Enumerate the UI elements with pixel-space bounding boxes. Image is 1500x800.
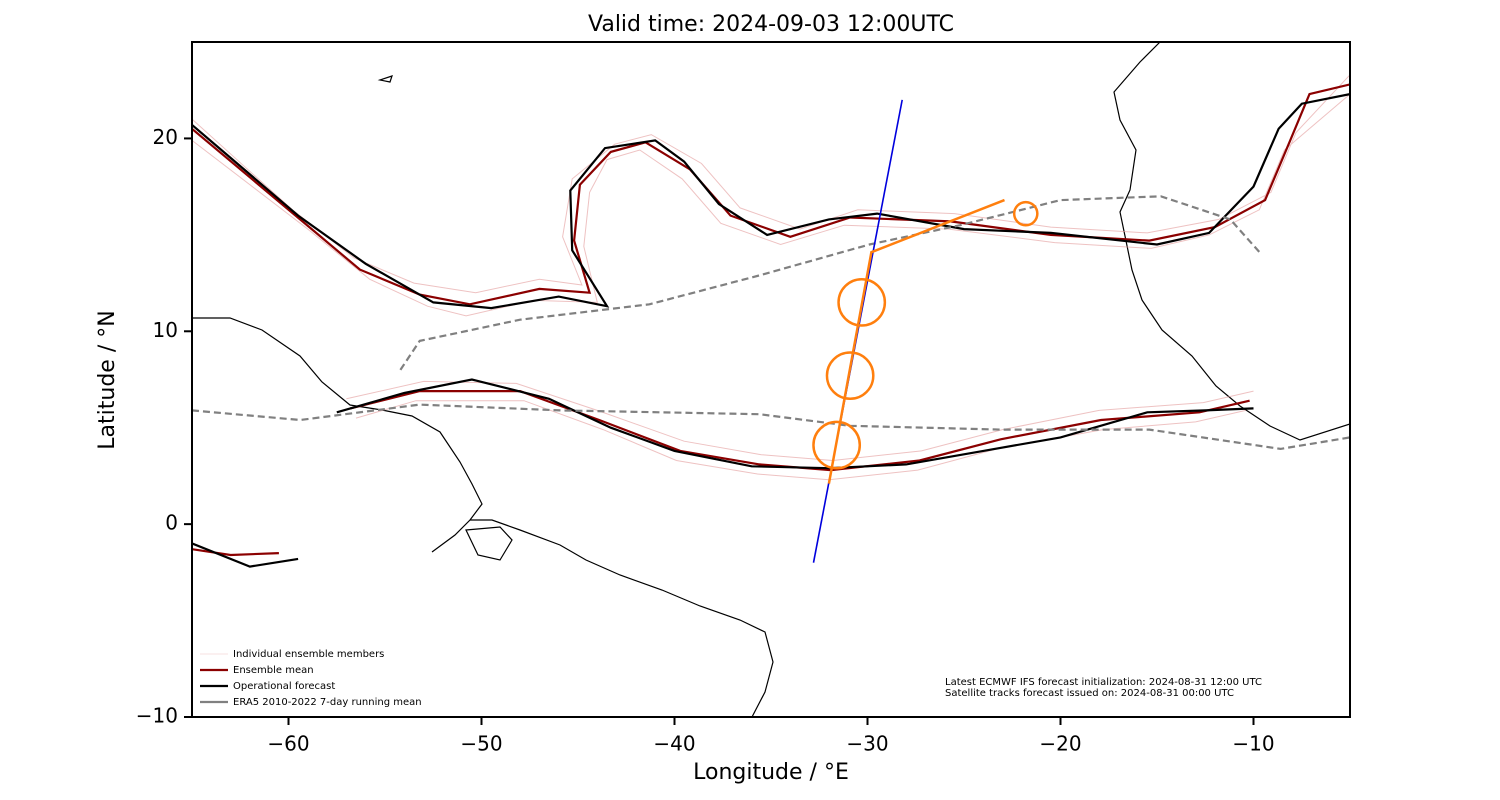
coastlines [192,42,1350,717]
x-tick-label: −60 [267,732,309,756]
legend-label: Individual ensemble members [233,649,384,660]
y-tick-label: −10 [136,704,178,728]
x-tick-label: −10 [1232,732,1274,756]
y-axis-label: Latitude / °N [95,310,120,449]
y-tick-label: 20 [153,125,178,149]
contour-line [192,83,1350,557]
x-tick-label: −40 [653,732,695,756]
overpass-circle [812,420,862,470]
x-tick-label: −30 [846,732,888,756]
legend-label: Operational forecast [233,681,335,692]
overpass-circle [825,351,875,401]
legend-label: Ensemble mean [233,665,314,676]
track-line [827,198,1005,484]
contour-line [192,195,1350,451]
annotation: Latest ECMWF IFS forecast initialization… [945,677,1262,688]
x-tick-label: −20 [1039,732,1081,756]
annotation: Satellite tracks forecast issued on: 202… [945,688,1234,699]
legend-label: ERA5 2010-2022 7-day running mean [233,697,422,708]
x-tick-label: −50 [460,732,502,756]
y-tick-label: 10 [153,318,178,342]
overpass-circle [837,277,887,327]
plot-marks [192,74,1350,568]
y-tick-label: 0 [165,511,178,535]
x-axis-label: Longitude / °E [693,760,849,785]
contour-line [192,74,1350,481]
chart-title: Valid time: 2024-09-03 12:00UTC [588,12,954,37]
contour-line [192,93,1350,568]
overpass-circle [1012,200,1039,227]
plot-frame [191,41,1351,718]
